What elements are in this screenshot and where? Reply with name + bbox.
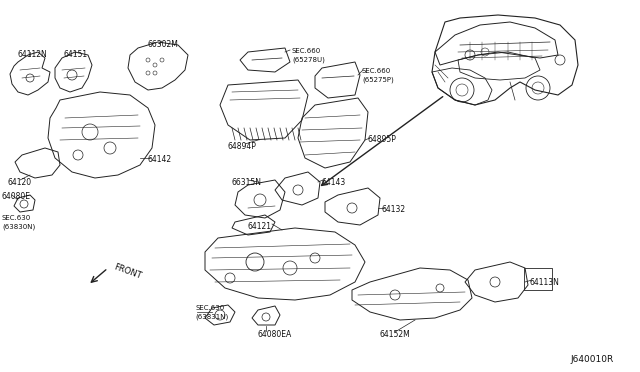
Text: 64121: 64121 bbox=[248, 222, 272, 231]
Text: 64113N: 64113N bbox=[530, 278, 560, 287]
Bar bbox=[524, 268, 552, 290]
Text: 64080E: 64080E bbox=[2, 192, 31, 201]
Text: 64895P: 64895P bbox=[368, 135, 397, 144]
Text: 66302M: 66302M bbox=[148, 40, 179, 49]
Text: 64080EA: 64080EA bbox=[258, 330, 292, 339]
Text: 64132: 64132 bbox=[382, 205, 406, 214]
Text: (65278U): (65278U) bbox=[292, 56, 325, 62]
Text: J640010R: J640010R bbox=[570, 355, 613, 364]
Text: 66315N: 66315N bbox=[232, 178, 262, 187]
Text: 64152M: 64152M bbox=[380, 330, 411, 339]
Text: 64143: 64143 bbox=[322, 178, 346, 187]
Text: (63831N): (63831N) bbox=[195, 313, 228, 320]
Text: SEC.630: SEC.630 bbox=[2, 215, 31, 221]
Text: (63830N): (63830N) bbox=[2, 223, 35, 230]
Text: SEC.630: SEC.630 bbox=[195, 305, 224, 311]
Text: 64151: 64151 bbox=[63, 50, 87, 59]
Text: 64112N: 64112N bbox=[18, 50, 48, 59]
Text: 64894P: 64894P bbox=[228, 142, 257, 151]
Text: (65275P): (65275P) bbox=[362, 76, 394, 83]
Text: SEC.660: SEC.660 bbox=[362, 68, 391, 74]
Text: FRONT: FRONT bbox=[112, 262, 142, 280]
Text: 64142: 64142 bbox=[148, 155, 172, 164]
Text: SEC.660: SEC.660 bbox=[292, 48, 321, 54]
Text: 64120: 64120 bbox=[8, 178, 32, 187]
